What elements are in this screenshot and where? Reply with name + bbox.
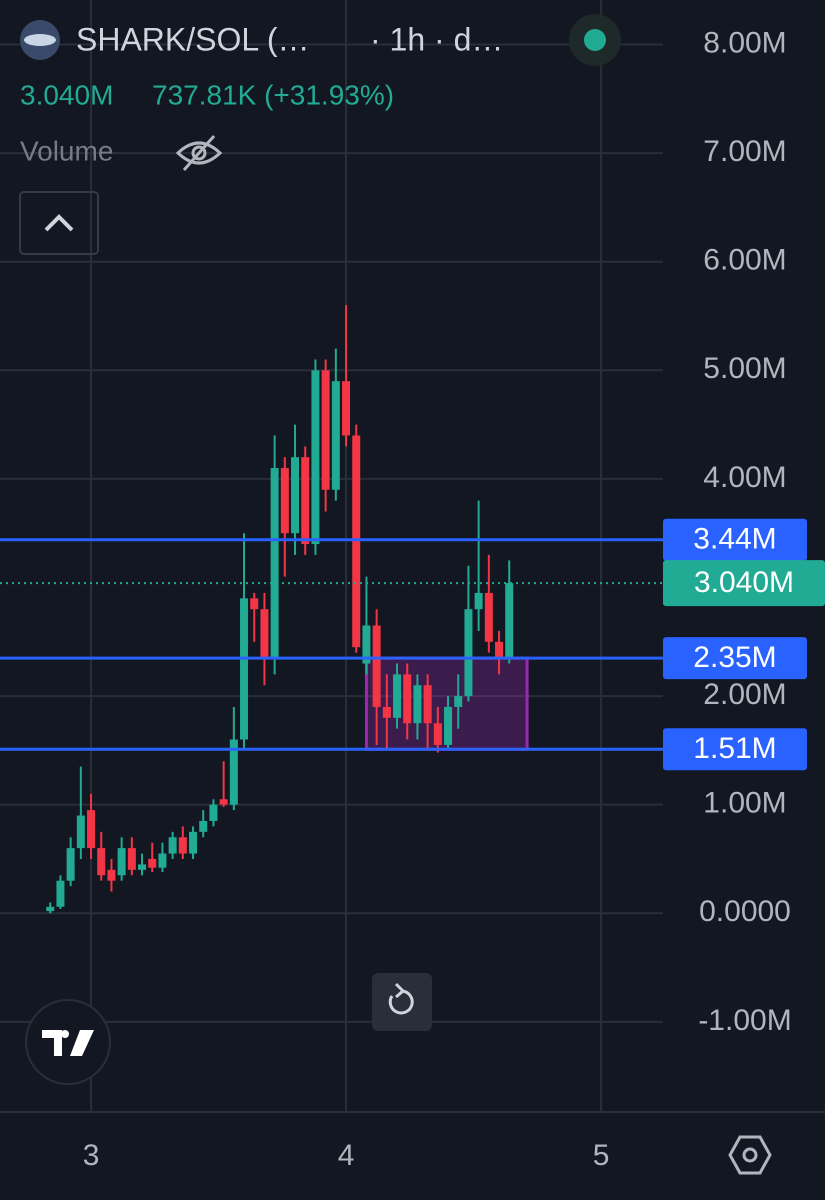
candle-body <box>117 848 126 876</box>
line-label: 1.51M <box>693 732 776 765</box>
candle-body <box>474 592 483 610</box>
candle-body <box>199 820 208 832</box>
y-tick-label: 0.0000 <box>699 895 791 928</box>
plot <box>0 305 663 914</box>
candle-body <box>321 370 330 490</box>
candle-body <box>148 858 157 868</box>
candle-body <box>66 848 75 881</box>
candle-body <box>127 848 136 870</box>
grid <box>0 0 825 1113</box>
candle-body <box>168 837 177 854</box>
candle-body <box>87 810 96 849</box>
last-price-box <box>663 560 825 607</box>
candle-body <box>372 625 381 707</box>
y-tick-label: 6.00M <box>703 244 786 277</box>
status-dot <box>584 29 606 51</box>
y-tick-label: 4.00M <box>703 461 786 494</box>
candle-body <box>484 592 493 642</box>
candle-body <box>454 696 463 707</box>
candle-body <box>433 723 442 745</box>
line-label: 2.35M <box>693 641 776 674</box>
x-tick-label: 4 <box>338 1139 355 1172</box>
line-label: 3.44M <box>693 523 776 556</box>
candle-body <box>393 674 402 718</box>
candle-body <box>280 468 289 534</box>
y-tick-label: 5.00M <box>703 352 786 385</box>
tv-logo-mark <box>42 1030 94 1056</box>
candle-body <box>423 685 432 724</box>
candle-body <box>403 674 412 724</box>
last-price: 3.040M <box>20 79 113 110</box>
candle-body <box>413 685 422 724</box>
candle-body <box>76 815 85 849</box>
line-label-box <box>663 518 807 561</box>
candle-body <box>291 457 300 534</box>
candle-body <box>219 799 228 805</box>
candle-body <box>97 848 106 876</box>
candle-body <box>505 583 514 659</box>
tv-logo[interactable] <box>25 999 111 1085</box>
symbol[interactable]: SHARK/SOL (… <box>76 21 310 57</box>
y-tick-label: 1.00M <box>703 787 786 820</box>
reset-icon <box>388 989 414 1015</box>
candle-body <box>107 869 116 881</box>
line-label-box <box>663 728 807 771</box>
candle-body <box>352 435 361 648</box>
candle-body <box>495 641 504 659</box>
y-tick-label: 2.00M <box>703 678 786 711</box>
reset-button[interactable] <box>372 973 432 1031</box>
x-tick-label: 5 <box>593 1139 610 1172</box>
candle-body <box>229 739 238 805</box>
volume-label[interactable]: Volume <box>20 135 113 166</box>
candle-body <box>56 880 65 907</box>
price-change: 737.81K (+31.93%) <box>152 79 394 110</box>
candle-body <box>342 381 351 436</box>
axes: -1.00M 0.0000 1.00M 2.00M 4.00M 5.00M 6.00M 7.0… <box>83 26 825 1172</box>
y-tick-label: 8.00M <box>703 26 786 59</box>
y-tick-label: -1.00M <box>698 1004 791 1037</box>
token-icon-shape <box>24 34 56 46</box>
candle-body <box>311 370 320 545</box>
candle-body <box>189 831 198 854</box>
candle-body <box>331 381 340 490</box>
overlay: SHARK/SOL (… · 1h · d… 3.040M 737.81K (+… <box>19 14 772 1175</box>
candle-body <box>138 864 147 870</box>
line-label-box <box>663 637 807 680</box>
candle-body <box>250 598 259 610</box>
candle-body <box>362 625 371 664</box>
tv-logo-dot <box>61 1030 69 1038</box>
candle-body <box>464 609 473 697</box>
x-tick-label: 3 <box>83 1139 100 1172</box>
candle-body <box>178 837 187 854</box>
chevron-icon <box>44 214 74 232</box>
collapse-button[interactable] <box>19 191 99 255</box>
y-tick-label: 7.00M <box>703 135 786 168</box>
candle-body <box>158 853 167 868</box>
candle-body <box>46 906 55 912</box>
interval[interactable]: · 1h · d… <box>370 21 503 57</box>
last-price-label: 3.040M <box>694 566 794 599</box>
candle-body <box>209 804 218 821</box>
hide-icon[interactable] <box>175 135 223 171</box>
reset-arrow <box>394 982 406 999</box>
candle-body <box>260 609 269 659</box>
settings-icon[interactable] <box>728 1135 772 1175</box>
candle-body <box>301 457 310 545</box>
candle-body <box>444 706 453 745</box>
candle-body <box>382 706 391 718</box>
settings-icon-center <box>742 1147 758 1163</box>
candle-body <box>270 468 279 659</box>
candle-body <box>240 598 249 740</box>
